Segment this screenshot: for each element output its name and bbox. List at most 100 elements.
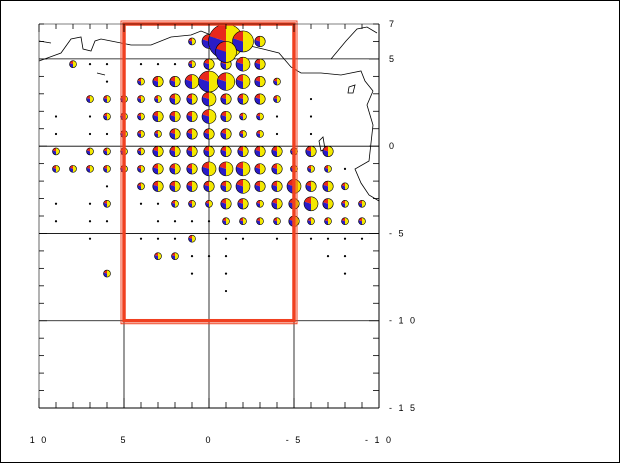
pie-marker bbox=[239, 130, 247, 138]
y-tick-label: 5 bbox=[389, 54, 396, 64]
pie-outline bbox=[256, 199, 264, 208]
pie-wedge bbox=[158, 130, 162, 138]
pie-wedge bbox=[254, 62, 260, 70]
pie-wedge bbox=[169, 167, 175, 175]
pie-outline bbox=[52, 147, 60, 156]
pie-outline bbox=[220, 93, 232, 105]
pie-wedge bbox=[209, 181, 215, 192]
pie-wedge bbox=[158, 252, 162, 260]
pie-dot bbox=[207, 255, 211, 258]
pie-wedge bbox=[169, 132, 175, 140]
pie-wedge bbox=[243, 161, 251, 176]
pie-wedge bbox=[192, 163, 198, 175]
pie-marker bbox=[224, 289, 228, 293]
pie-outline bbox=[171, 199, 179, 208]
coast-island bbox=[347, 84, 356, 94]
pie-wedge bbox=[171, 200, 175, 204]
pie-outline bbox=[235, 74, 251, 89]
pie-marker bbox=[190, 220, 194, 223]
pie-marker bbox=[86, 165, 94, 173]
pie-wedge bbox=[137, 95, 141, 100]
pie-wedge bbox=[86, 147, 90, 152]
pie-outline bbox=[86, 147, 94, 156]
pie-outline bbox=[171, 252, 179, 260]
pie-marker bbox=[137, 182, 145, 191]
pie-marker bbox=[54, 220, 58, 223]
pie-wedge bbox=[103, 150, 107, 155]
pie-wedge bbox=[236, 61, 243, 72]
pie-marker bbox=[152, 163, 164, 175]
pie-wedge bbox=[273, 80, 278, 86]
pie-wedge bbox=[202, 114, 209, 124]
pie-marker bbox=[203, 58, 215, 70]
pie-wedge bbox=[103, 147, 107, 152]
pie-marker bbox=[322, 180, 334, 192]
pie-wedge bbox=[158, 181, 164, 192]
pie-marker bbox=[322, 198, 334, 210]
pie-wedge bbox=[277, 163, 283, 175]
pie-marker bbox=[207, 255, 211, 258]
pie-marker bbox=[341, 182, 349, 191]
pie-dot bbox=[275, 237, 279, 240]
pie-wedge bbox=[255, 146, 260, 152]
pie-outline bbox=[69, 165, 77, 173]
pie-wedge bbox=[324, 167, 328, 173]
pie-wedge bbox=[170, 146, 175, 152]
pie-wedge bbox=[236, 57, 243, 65]
pie-wedge bbox=[169, 114, 175, 122]
pie-wedge bbox=[217, 78, 226, 91]
pie-wedge bbox=[203, 149, 209, 157]
pie-outline bbox=[154, 252, 162, 260]
x-tick-label: 0 bbox=[205, 435, 212, 445]
pie-wedge bbox=[152, 149, 158, 157]
pie-wedge bbox=[107, 200, 111, 208]
pie-outline bbox=[188, 199, 196, 208]
pie-wedge bbox=[238, 93, 243, 100]
pie-wedge bbox=[186, 97, 192, 105]
pie-wedge bbox=[175, 93, 181, 105]
pie-wedge bbox=[209, 128, 215, 140]
pie-wedge bbox=[175, 200, 179, 208]
pie-outline bbox=[305, 180, 317, 192]
pie-marker bbox=[271, 198, 283, 210]
pie-marker bbox=[254, 58, 266, 70]
pie-outline bbox=[188, 60, 196, 68]
pie-wedge bbox=[154, 255, 158, 260]
pie-dot bbox=[173, 220, 177, 223]
pie-wedge bbox=[202, 34, 209, 42]
pie-outline bbox=[256, 130, 264, 138]
pie-marker bbox=[88, 237, 92, 240]
pie-wedge bbox=[256, 220, 260, 225]
pie-dot bbox=[343, 272, 347, 275]
pie-marker bbox=[235, 74, 251, 89]
pie-wedge bbox=[198, 78, 209, 93]
pie-wedge bbox=[260, 146, 266, 157]
pie-marker bbox=[137, 95, 145, 103]
pie-wedge bbox=[192, 111, 198, 122]
pie-marker bbox=[156, 63, 160, 66]
pie-marker bbox=[54, 202, 58, 205]
pie-marker bbox=[203, 180, 215, 192]
pie-dot bbox=[156, 202, 160, 205]
pie-outline bbox=[137, 182, 145, 191]
pie-marker bbox=[275, 115, 279, 118]
pie-marker bbox=[220, 145, 232, 157]
pie-marker bbox=[105, 80, 109, 83]
pie-marker bbox=[54, 132, 58, 136]
pie-outline bbox=[152, 110, 164, 123]
pie-outline bbox=[273, 217, 281, 226]
pie-wedge bbox=[209, 161, 216, 176]
pie-marker bbox=[218, 161, 234, 177]
pie-marker bbox=[169, 128, 181, 140]
pie-outline bbox=[186, 128, 198, 140]
pie-wedge bbox=[137, 97, 141, 103]
pie-outline bbox=[169, 180, 181, 192]
pie-wedge bbox=[311, 146, 317, 157]
pie-outline bbox=[215, 41, 237, 63]
pie-wedge bbox=[220, 202, 226, 210]
pie-wedge bbox=[341, 220, 345, 225]
pie-dot bbox=[105, 220, 109, 223]
coastline-north bbox=[39, 30, 374, 92]
pie-wedge bbox=[260, 76, 266, 87]
